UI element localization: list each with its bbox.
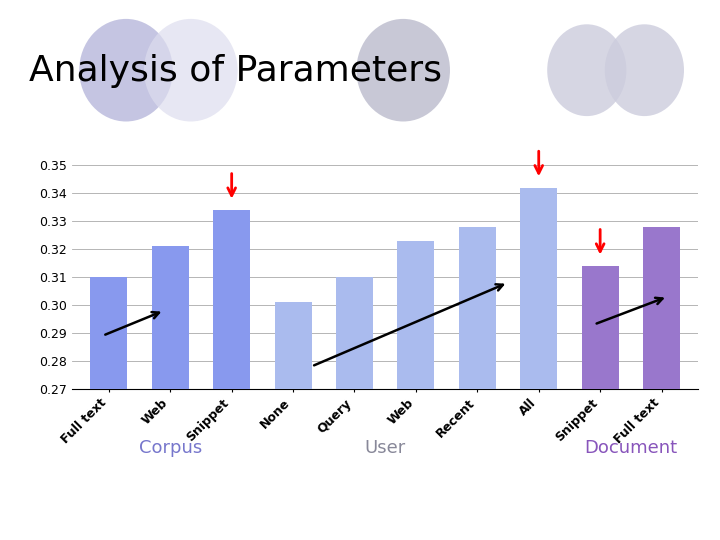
- Bar: [397, 241, 434, 540]
- Bar: [643, 227, 680, 540]
- Bar: [521, 187, 557, 540]
- Text: Corpus: Corpus: [139, 439, 202, 457]
- Bar: [336, 277, 373, 540]
- Bar: [459, 227, 496, 540]
- Bar: [213, 210, 250, 540]
- Bar: [152, 246, 189, 540]
- Bar: [582, 266, 618, 540]
- Text: User: User: [364, 439, 406, 457]
- Bar: [91, 277, 127, 540]
- Text: Document: Document: [585, 439, 678, 457]
- Text: Analysis of Parameters: Analysis of Parameters: [29, 54, 442, 88]
- Bar: [274, 302, 312, 540]
